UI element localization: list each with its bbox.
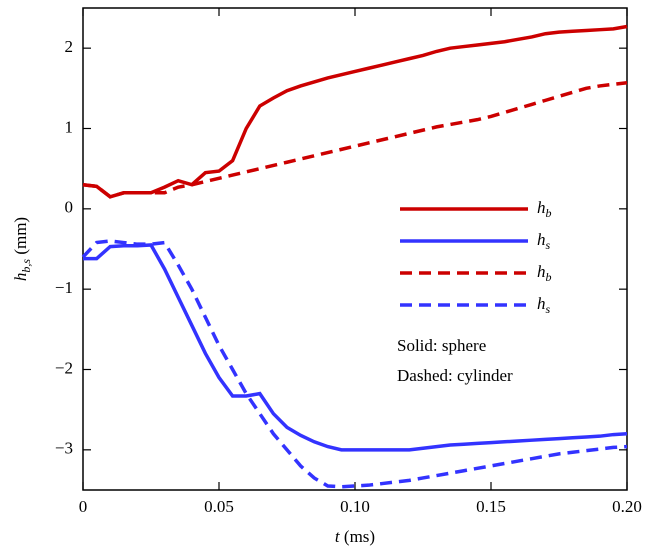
series-line: [83, 243, 628, 452]
y-tick-label: 2: [65, 37, 74, 56]
x-tick-label: 0: [79, 497, 88, 516]
legend-label: hb: [537, 262, 552, 284]
series-line: [81, 239, 628, 489]
x-tick-label: 0.10: [340, 497, 370, 516]
y-axis-label: hb,s (mm): [11, 217, 33, 281]
x-tick-label: 0.15: [476, 497, 506, 516]
y-tick-label: 0: [65, 198, 74, 217]
x-tick-label: 0.20: [612, 497, 642, 516]
legend-label: hs: [537, 294, 551, 316]
y-tick-label: −1: [55, 278, 73, 297]
y-tick-label: −2: [55, 358, 73, 377]
x-tick-label: 0.05: [204, 497, 234, 516]
series-line: [82, 24, 628, 199]
legend-label: hs: [537, 230, 551, 252]
y-tick-label: 1: [65, 117, 74, 136]
legend-label: hb: [537, 198, 552, 220]
annotation: Dashed: cylinder: [397, 366, 513, 385]
series-line: [82, 80, 628, 199]
y-tick-label: −3: [55, 439, 73, 458]
x-axis-label: t (ms): [335, 527, 375, 546]
annotation: Solid: sphere: [397, 336, 486, 355]
